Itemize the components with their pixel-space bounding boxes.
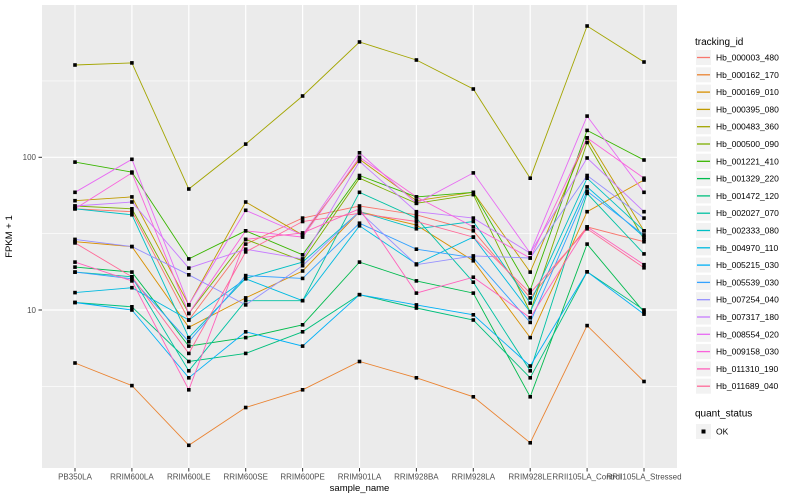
legend-item-Hb_004970_110: Hb_004970_110 — [696, 240, 779, 256]
legend-item-label: Hb_000169_010 — [716, 87, 779, 97]
legend-item-label: Hb_009158_030 — [716, 347, 779, 357]
x-tick-labels: PB350LA RRIM600LA RRIM600LE RRIM600SE RRIM60… — [58, 473, 681, 482]
legend-key-point-square — [701, 429, 706, 434]
x-tick-label: RRIM600LE — [167, 473, 211, 482]
axis-ticks — [38, 156, 645, 472]
legend-item-Hb_008554_020: Hb_008554_020 — [696, 326, 779, 342]
legend-item-Hb_000500_090: Hb_000500_090 — [696, 136, 779, 152]
legend-quant-status: quant_status OK — [695, 409, 752, 439]
x-tick-label: RRIM600PE — [280, 473, 324, 482]
legend-item-label: Hb_000162_170 — [716, 70, 779, 80]
legend-tracking-id: tracking_id Hb_000003_480 Hb_000162_170 Hb_… — [695, 37, 779, 394]
legend-item-Hb_001472_120: Hb_001472_120 — [696, 188, 779, 204]
legend-item-Hb_005539_030: Hb_005539_030 — [696, 274, 779, 290]
legend-item-Hb_000395_080: Hb_000395_080 — [696, 101, 779, 117]
legend-item-Hb_000483_360: Hb_000483_360 — [696, 119, 779, 135]
x-tick-label: RRIM928BA — [394, 473, 439, 482]
y-axis-title: FPKM + 1 — [4, 215, 15, 258]
legend-item-label: Hb_005215_030 — [716, 260, 779, 270]
legend-item-label: Hb_000003_480 — [716, 53, 779, 63]
legend-item-label: Hb_008554_020 — [716, 329, 779, 339]
x-tick-label: RRIM928LA — [452, 473, 496, 482]
legend-item-Hb_000162_170: Hb_000162_170 — [696, 67, 779, 83]
legend-item-Hb_000169_010: Hb_000169_010 — [696, 84, 779, 100]
legend-item-label: Hb_007317_180 — [716, 312, 779, 322]
legend-item-label: Hb_002333_080 — [716, 226, 779, 236]
legend-item-Hb_001221_410: Hb_001221_410 — [696, 153, 779, 169]
legend-item-label: Hb_000500_090 — [716, 139, 779, 149]
legend-item-Hb_001329_220: Hb_001329_220 — [696, 171, 779, 187]
legend-title-tracking-id: tracking_id — [695, 37, 743, 48]
legend-item-label: Hb_000483_360 — [716, 122, 779, 132]
y-tick-label: 100 — [23, 153, 37, 162]
legend-item-label: OK — [716, 427, 729, 437]
legend-item-quant-OK: OK — [696, 424, 729, 439]
legend-item-label: Hb_002027_070 — [716, 208, 779, 218]
legend-item-Hb_007317_180: Hb_007317_180 — [696, 309, 779, 325]
legend-item-label: Hb_000395_080 — [716, 104, 779, 114]
legend-item-Hb_009158_030: Hb_009158_030 — [696, 344, 779, 360]
data-points — [73, 24, 646, 448]
legend-item-Hb_007254_040: Hb_007254_040 — [696, 292, 779, 308]
legend-item-Hb_011310_190: Hb_011310_190 — [696, 361, 779, 377]
legend-item-Hb_011689_040: Hb_011689_040 — [696, 378, 779, 394]
legend-item-label: Hb_005539_030 — [716, 277, 779, 287]
legend-item-label: Hb_001329_220 — [716, 174, 779, 184]
x-tick-label: RRIM901LA — [338, 473, 382, 482]
x-axis-title: sample_name — [330, 483, 390, 494]
legend-title-quant-status: quant_status — [695, 409, 752, 420]
legend-item-label: Hb_011310_190 — [716, 364, 779, 374]
x-tick-label: RRIM928LE — [508, 473, 552, 482]
legend-item-Hb_005215_030: Hb_005215_030 — [696, 257, 779, 273]
y-tick-label: 10 — [27, 306, 36, 315]
x-tick-label: RRIM600LA — [110, 473, 154, 482]
legend-item-Hb_000003_480: Hb_000003_480 — [696, 50, 779, 65]
legend-item-label: Hb_011689_040 — [716, 381, 779, 391]
legend-item-label: Hb_004970_110 — [716, 243, 779, 253]
x-tick-label: RRII105LA_Control — [552, 473, 622, 482]
x-tick-label: RRII105LA_Stressed — [606, 473, 681, 482]
legend-item-Hb_002333_080: Hb_002333_080 — [696, 223, 779, 238]
legend-item-label: Hb_007254_040 — [716, 295, 779, 305]
legend-item-Hb_002027_070: Hb_002027_070 — [696, 205, 779, 221]
y-tick-labels: 100 10 — [23, 153, 37, 315]
legend-item-label: Hb_001221_410 — [716, 156, 779, 166]
x-tick-label: PB350LA — [58, 473, 92, 482]
x-tick-label: RRIM600SE — [223, 473, 267, 482]
legend-item-label: Hb_001472_120 — [716, 191, 779, 201]
